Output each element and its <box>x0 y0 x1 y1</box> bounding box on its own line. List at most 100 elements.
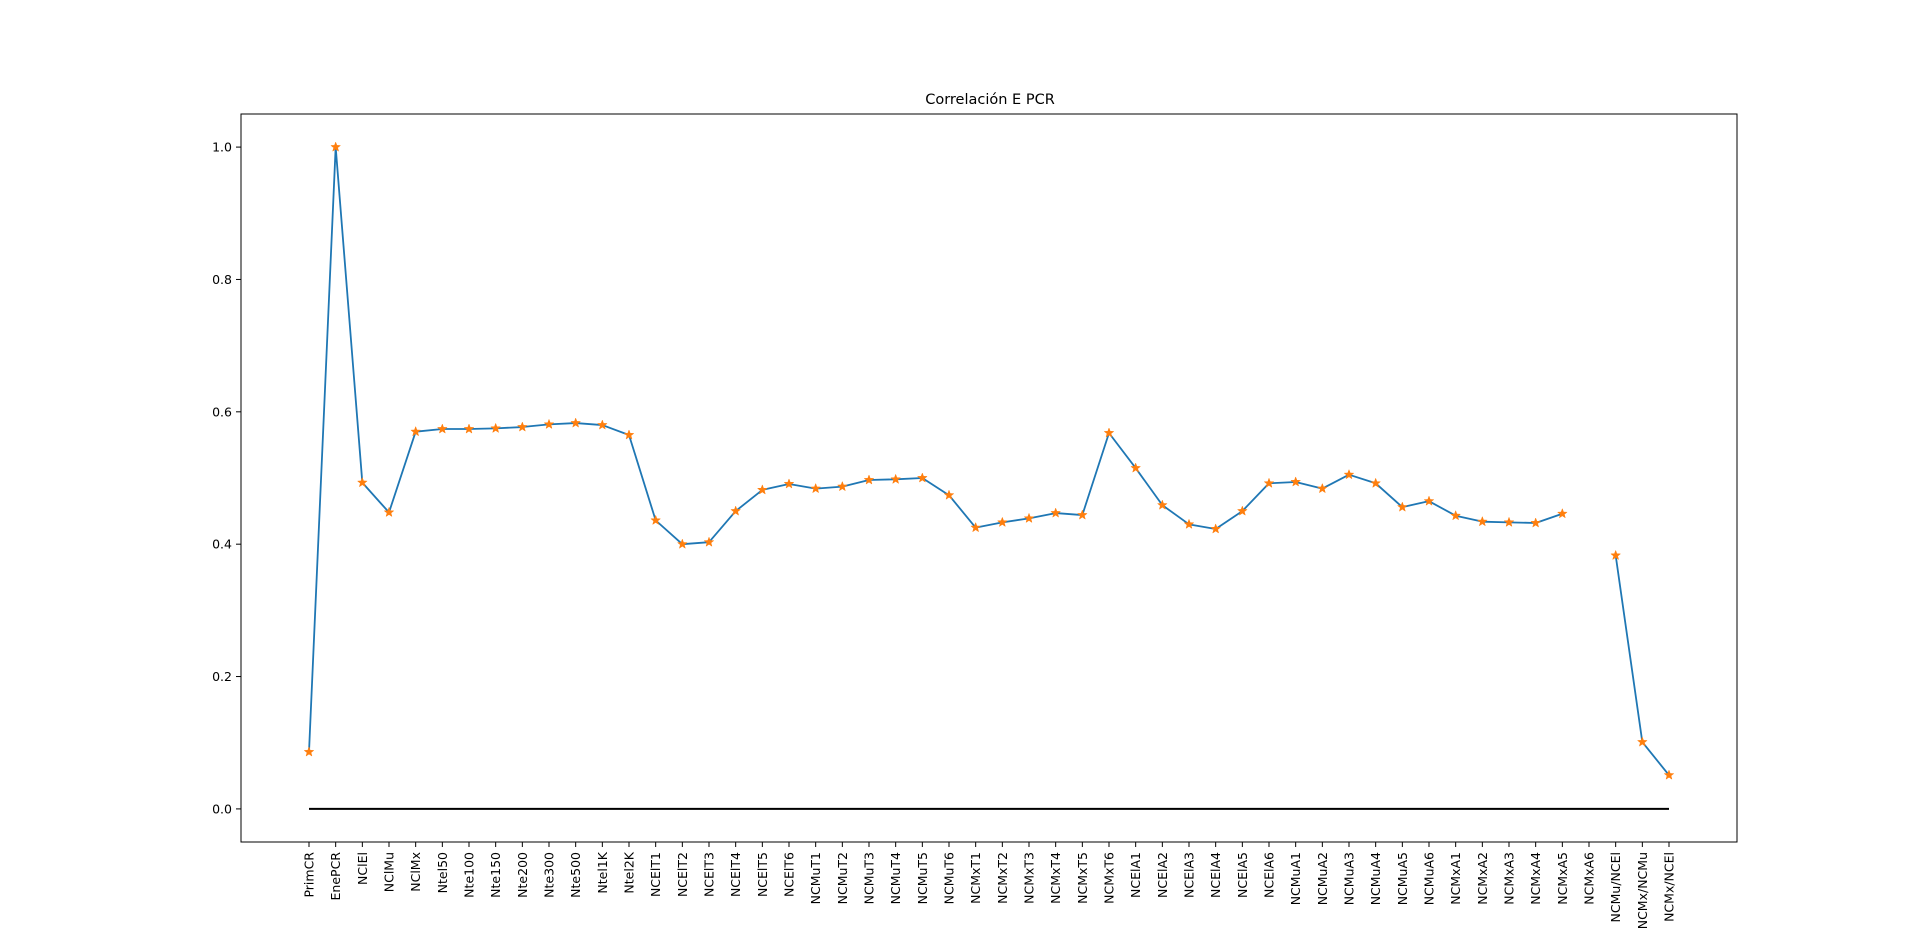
data-point-ncmxa5 <box>1556 508 1568 519</box>
x-tick-label: NCElA1 <box>1128 852 1143 898</box>
data-point-ncmua1 <box>1290 476 1302 487</box>
data-point-nte500 <box>570 417 582 428</box>
data-point-ncela5 <box>1236 505 1248 516</box>
y-tick-label: 0.6 <box>212 404 232 419</box>
data-point-ncmxt4 <box>1050 507 1062 518</box>
y-tick-label: 1.0 <box>212 140 232 155</box>
x-tick-label: NClMx <box>408 852 423 892</box>
x-tick-label: NClEl <box>355 852 370 885</box>
x-tick-label: NCMxT5 <box>1075 852 1090 904</box>
x-tick-label: Nte150 <box>488 852 503 898</box>
data-point-ncmxt3 <box>1023 512 1035 523</box>
data-point-ncela1 <box>1130 462 1142 473</box>
data-point-ncmua2 <box>1316 482 1328 494</box>
data-point-ncela6 <box>1263 477 1275 488</box>
data-point-ncmut1 <box>810 482 822 494</box>
data-point-ncmxa3 <box>1503 516 1515 527</box>
data-point-enepcr <box>330 141 342 152</box>
x-tick-label: NCMuT4 <box>888 852 903 904</box>
data-point-ntel1k <box>596 419 608 430</box>
x-tick-label: Nte500 <box>568 852 583 898</box>
data-point-ncmut3 <box>863 474 875 485</box>
data-point-ncmut5 <box>916 472 928 483</box>
data-point-ncelt4 <box>730 505 742 516</box>
x-tick-label: NCElT2 <box>675 852 690 897</box>
x-tick-label: NCMuT2 <box>835 852 850 904</box>
x-tick-label: Ntel50 <box>435 852 450 893</box>
x-tick-label: NCMuA4 <box>1368 852 1383 905</box>
data-point-ncmua6 <box>1423 495 1435 506</box>
x-tick-label: NCMuA6 <box>1422 852 1437 905</box>
plot-area: 0.0 0.2 0.4 0.6 0.8 1.0 PrimCR EnePCR NClEl NClMu… <box>212 140 1676 930</box>
x-tick-label: NClMu <box>382 852 397 892</box>
data-point-ncmxa1 <box>1450 510 1462 521</box>
data-point-ncmut4 <box>890 473 902 484</box>
plot-frame <box>240 113 1738 843</box>
data-point-primcr <box>303 746 315 757</box>
data-point-ncelt6 <box>783 478 795 489</box>
data-point-nclmx <box>410 425 422 437</box>
x-tick-label: NCMxT1 <box>968 852 983 904</box>
data-point-ncelt1 <box>650 514 662 525</box>
data-point-ncmut6 <box>943 489 955 500</box>
x-tick-label: NCMuA3 <box>1342 852 1357 905</box>
x-tick-label: NCMuA1 <box>1288 852 1303 905</box>
y-tick-label: 0.0 <box>212 801 232 816</box>
x-tick-label: NCMuA2 <box>1315 852 1330 905</box>
x-tick-label: NCElA6 <box>1262 852 1277 898</box>
data-point-ncmxa4 <box>1530 517 1542 528</box>
data-point-nclmu <box>383 506 395 518</box>
data-point-nte200 <box>516 421 528 432</box>
data-point-ncmua4 <box>1370 477 1382 488</box>
data-point-nclel <box>356 476 368 488</box>
x-tick-label: Ntel1K <box>595 851 610 893</box>
x-tick-label: NCMxA6 <box>1582 852 1597 905</box>
data-point-ncmxt5 <box>1076 509 1088 520</box>
data-point-ncmua3 <box>1343 468 1355 480</box>
data-point-nte300 <box>543 418 555 430</box>
x-tick-label: NCMxA5 <box>1555 852 1570 905</box>
data-point-ncela4 <box>1210 523 1222 534</box>
x-tick-label: NCElA5 <box>1235 852 1250 898</box>
x-tick-label: NCMu/NCEl <box>1608 852 1623 922</box>
data-point-nte150 <box>490 422 502 433</box>
x-tick-label: NCElA3 <box>1182 852 1197 898</box>
x-tick-label: NCMxA1 <box>1448 852 1463 905</box>
data-point-ncmx-ncel <box>1663 769 1675 780</box>
x-tick-label: NCMxT4 <box>1048 852 1063 904</box>
data-point-ncmxt2 <box>996 516 1008 527</box>
x-tick-label: NCMxA3 <box>1502 852 1517 905</box>
data-point-ncela2 <box>1156 499 1168 510</box>
data-point-ncmx-ncmu <box>1636 736 1648 747</box>
x-tick-label: NCMuT6 <box>942 852 957 904</box>
y-tick-label: 0.2 <box>212 669 232 684</box>
data-point-ncmxa2 <box>1476 515 1488 527</box>
x-tick-label: NCMxT6 <box>1102 852 1117 904</box>
x-tick-label: NCMxA2 <box>1475 852 1490 905</box>
x-tick-label: NCMxA4 <box>1528 852 1543 905</box>
x-tick-label: NCMuT1 <box>808 852 823 904</box>
x-tick-label: NCElT5 <box>755 852 770 897</box>
x-tick-label: PrimCR <box>302 852 317 898</box>
x-tick-label: NCMx/NCEl <box>1662 852 1677 922</box>
x-tick-label: NCMuA5 <box>1395 852 1410 905</box>
data-point-ncela3 <box>1183 518 1195 529</box>
data-point-ncmua5 <box>1396 501 1408 512</box>
data-point-ncelt2 <box>676 538 688 549</box>
x-tick-label: NCMx/NCMu <box>1635 852 1650 929</box>
x-tick-label: NCElT6 <box>782 852 797 897</box>
y-tick-label: 0.8 <box>212 272 232 287</box>
data-point-ntel50 <box>436 423 448 434</box>
x-tick-label: NCElT1 <box>648 852 663 897</box>
data-point-nte100 <box>463 423 475 434</box>
x-tick-label: NCElA4 <box>1208 852 1223 898</box>
y-tick-label: 0.4 <box>212 537 232 552</box>
x-tick-label: Nte300 <box>542 852 557 898</box>
x-tick-label: Nte100 <box>462 852 477 898</box>
chart-title: Correlación E PCR <box>925 92 1055 108</box>
data-point-ncmut2 <box>836 480 848 492</box>
data-point-ncelt5 <box>756 484 768 495</box>
x-tick-label: NCElT3 <box>702 852 717 897</box>
data-point-ncmxt6 <box>1103 427 1115 438</box>
